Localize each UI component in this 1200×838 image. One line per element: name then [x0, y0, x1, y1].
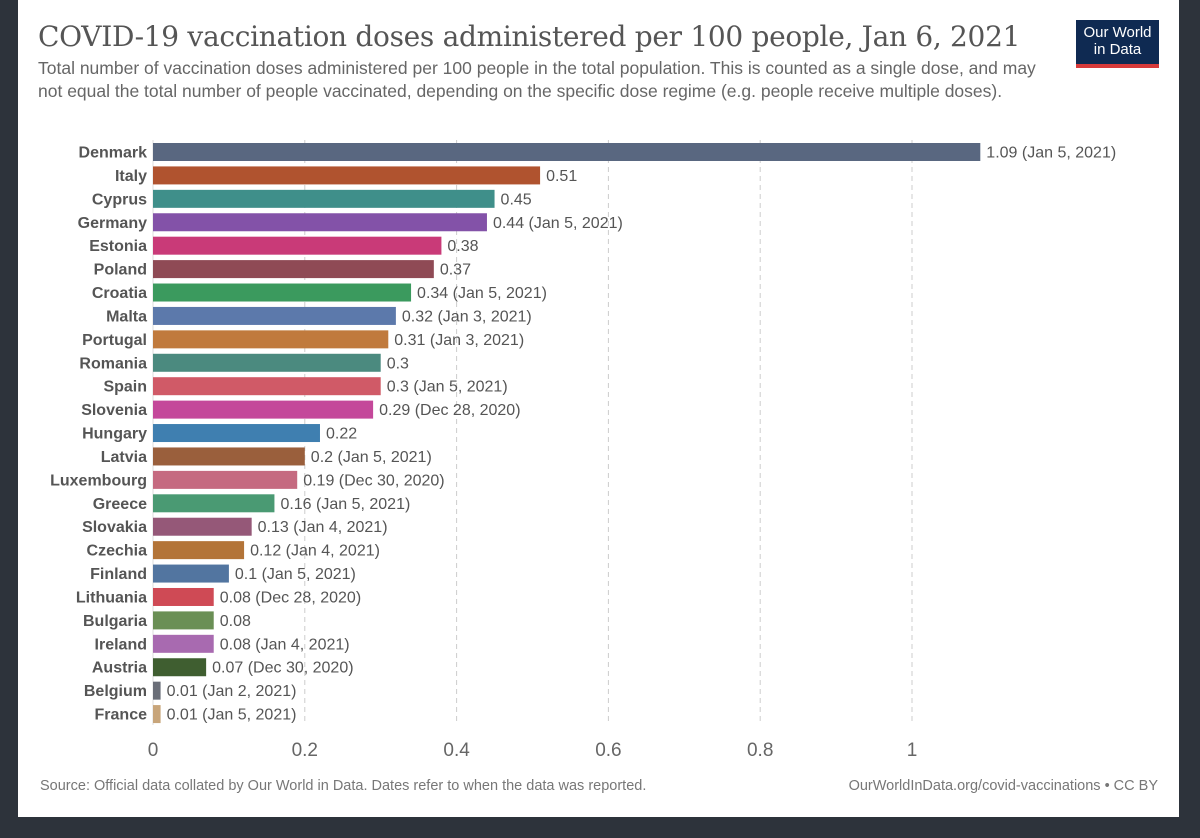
category-label: Luxembourg [50, 472, 147, 489]
category-label: Latvia [101, 449, 147, 466]
category-label: Slovakia [82, 519, 147, 536]
bar [153, 494, 275, 513]
category-label: Denmark [79, 145, 148, 162]
data-label: 0.31 (Jan 3, 2021) [394, 332, 524, 349]
data-label: 0.13 (Jan 4, 2021) [258, 519, 388, 536]
category-label: Germany [78, 215, 147, 232]
data-label: 0.08 (Jan 4, 2021) [220, 636, 350, 653]
bar [153, 447, 305, 466]
data-label: 0.12 (Jan 4, 2021) [250, 543, 380, 560]
data-label: 0.1 (Jan 5, 2021) [235, 566, 356, 583]
data-label: 1.09 (Jan 5, 2021) [986, 145, 1116, 162]
data-label: 0.22 [326, 426, 357, 443]
bar [153, 658, 207, 677]
bar [153, 517, 252, 536]
category-label: Slovenia [81, 402, 147, 419]
bar [153, 260, 434, 279]
data-label: 0.29 (Dec 28, 2020) [379, 402, 520, 419]
data-label: 0.51 [546, 168, 577, 185]
category-label: Malta [106, 308, 147, 325]
owid-logo[interactable]: Our World in Data [1076, 20, 1159, 68]
data-label: 0.37 [440, 262, 471, 279]
bar [153, 330, 389, 349]
bar [153, 681, 161, 700]
data-label: 0.19 (Dec 30, 2020) [303, 472, 444, 489]
x-tick-label: 1 [907, 740, 918, 761]
data-label: 0.16 (Jan 5, 2021) [280, 496, 410, 513]
bar [153, 143, 981, 161]
data-label: 0.38 [447, 238, 478, 255]
data-label: 0.34 (Jan 5, 2021) [417, 285, 547, 302]
x-tick-label: 0.4 [443, 740, 470, 761]
bar [153, 189, 495, 208]
bar [153, 705, 161, 724]
category-label: Austria [92, 660, 147, 677]
logo-line-2: in Data [1093, 41, 1142, 58]
source-note: Source: Official data collated by Our Wo… [40, 778, 647, 794]
data-label: 0.45 [501, 191, 532, 208]
bar [153, 236, 442, 255]
category-label: Greece [93, 496, 147, 513]
data-label: 0.32 (Jan 3, 2021) [402, 308, 532, 325]
category-label: Croatia [92, 285, 147, 302]
category-label: Poland [94, 262, 147, 279]
bar [153, 353, 381, 372]
bar [153, 400, 374, 419]
bar [153, 587, 214, 606]
logo-line-1: Our World [1083, 24, 1152, 41]
bar [153, 306, 396, 325]
category-label: Estonia [89, 238, 147, 255]
category-label: Portugal [82, 332, 147, 349]
bar [153, 424, 320, 443]
category-label: Cyprus [92, 191, 147, 208]
bar [153, 541, 245, 560]
x-tick-label: 0.6 [595, 740, 621, 761]
category-label: France [95, 707, 148, 724]
category-label: Czechia [87, 543, 148, 560]
data-label: 0.08 (Dec 28, 2020) [220, 589, 361, 606]
category-label: Finland [90, 566, 147, 583]
bar [153, 611, 214, 630]
data-label: 0.3 (Jan 5, 2021) [387, 379, 508, 396]
category-label: Spain [103, 379, 147, 396]
bar [153, 470, 298, 489]
bar [153, 377, 381, 396]
x-tick-label: 0 [148, 740, 159, 761]
bar [153, 166, 541, 185]
data-label: 0.3 [387, 355, 409, 372]
bar [153, 634, 214, 653]
category-label: Ireland [95, 636, 147, 653]
bar [153, 213, 487, 232]
bar [153, 283, 412, 302]
x-tick-label: 0.8 [747, 740, 773, 761]
bar [153, 564, 229, 583]
category-label: Belgium [84, 683, 147, 700]
x-tick-label: 0.2 [292, 740, 318, 761]
license-link[interactable]: OurWorldInData.org/covid-vaccinations • … [848, 778, 1158, 794]
chart-subtitle: Total number of vaccination doses admini… [38, 58, 1036, 101]
data-label: 0.07 (Dec 30, 2020) [212, 660, 353, 677]
category-label: Italy [115, 168, 147, 185]
category-label: Romania [79, 355, 147, 372]
data-label: 0.44 (Jan 5, 2021) [493, 215, 623, 232]
category-label: Lithuania [76, 589, 147, 606]
category-label: Bulgaria [83, 613, 147, 630]
data-label: 0.2 (Jan 5, 2021) [311, 449, 432, 466]
chart-title: COVID-19 vaccination doses administered … [38, 20, 1021, 53]
data-label: 0.01 (Jan 5, 2021) [167, 707, 297, 724]
data-label: 0.08 [220, 613, 251, 630]
category-label: Hungary [82, 426, 147, 443]
data-label: 0.01 (Jan 2, 2021) [167, 683, 297, 700]
